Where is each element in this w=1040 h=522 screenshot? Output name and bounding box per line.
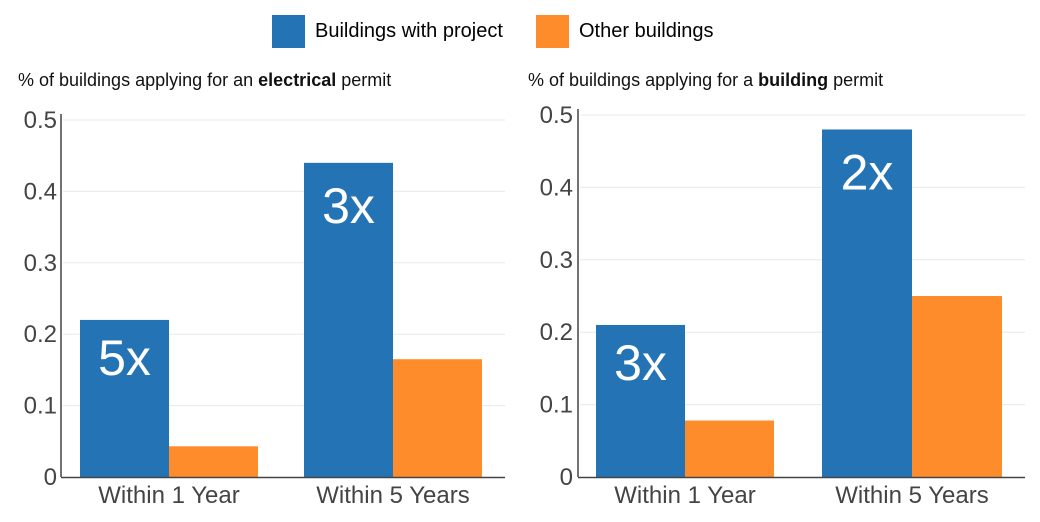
- building-permit-chart: % of buildings applying for a building p…: [528, 70, 1025, 509]
- ratio-annotation: 5x: [98, 330, 151, 386]
- chart-title-part: permit: [828, 70, 883, 90]
- y-tick-label: 0.5: [24, 107, 57, 134]
- bar-with-project[interactable]: [596, 324, 685, 477]
- chart-title-part: building: [758, 70, 828, 90]
- ratio-annotation: 3x: [614, 335, 667, 391]
- chart-legend: Buildings with project Other buildings: [0, 14, 1040, 48]
- legend-item-other-buildings[interactable]: Other buildings: [536, 14, 714, 48]
- x-tick-label: Within 1 Year: [614, 482, 755, 509]
- bar-with-project[interactable]: [80, 319, 169, 477]
- legend-swatch-orange: [536, 14, 569, 48]
- bar-other-buildings[interactable]: [169, 446, 258, 477]
- bar-with-project[interactable]: [822, 129, 912, 478]
- ratio-annotation: 3x: [322, 178, 375, 234]
- y-tick-label: 0.4: [540, 174, 573, 201]
- y-tick-label: 0.2: [24, 321, 57, 348]
- legend-label: Other buildings: [579, 19, 714, 42]
- y-tick-label: 0.1: [24, 393, 57, 420]
- x-tick-label: Within 5 Years: [835, 482, 988, 509]
- y-tick-label: 0.1: [540, 392, 573, 419]
- chart-title-part: electrical: [258, 70, 336, 90]
- bar-other-buildings[interactable]: [685, 420, 774, 477]
- y-tick-label: 0.3: [540, 247, 573, 274]
- y-tick-label: 0.4: [24, 178, 57, 205]
- legend-label: Buildings with project: [315, 19, 503, 42]
- y-tick-label: 0.2: [540, 319, 573, 346]
- ratio-annotation: 2x: [841, 144, 894, 200]
- chart-title-part: permit: [336, 70, 391, 90]
- legend-item-buildings-with-project[interactable]: Buildings with project: [272, 14, 503, 48]
- y-tick-label: 0.3: [24, 250, 57, 277]
- y-tick-label: 0: [44, 464, 57, 491]
- y-tick-label: 0: [560, 464, 573, 491]
- electrical-permit-chart: % of buildings applying for an electrica…: [18, 70, 505, 509]
- x-tick-label: Within 5 Years: [316, 482, 469, 509]
- bar-other-buildings[interactable]: [912, 296, 1002, 477]
- chart-title: % of buildings applying for an electrica…: [18, 70, 391, 90]
- legend-swatch-blue: [272, 14, 305, 48]
- chart-title: % of buildings applying for a building p…: [528, 70, 883, 90]
- bar-with-project[interactable]: [304, 162, 393, 477]
- y-tick-label: 0.5: [540, 102, 573, 129]
- bar-other-buildings[interactable]: [393, 359, 482, 477]
- x-tick-label: Within 1 Year: [98, 482, 239, 509]
- chart-title-part: % of buildings applying for an: [18, 70, 258, 90]
- chart-title-part: % of buildings applying for a: [528, 70, 758, 90]
